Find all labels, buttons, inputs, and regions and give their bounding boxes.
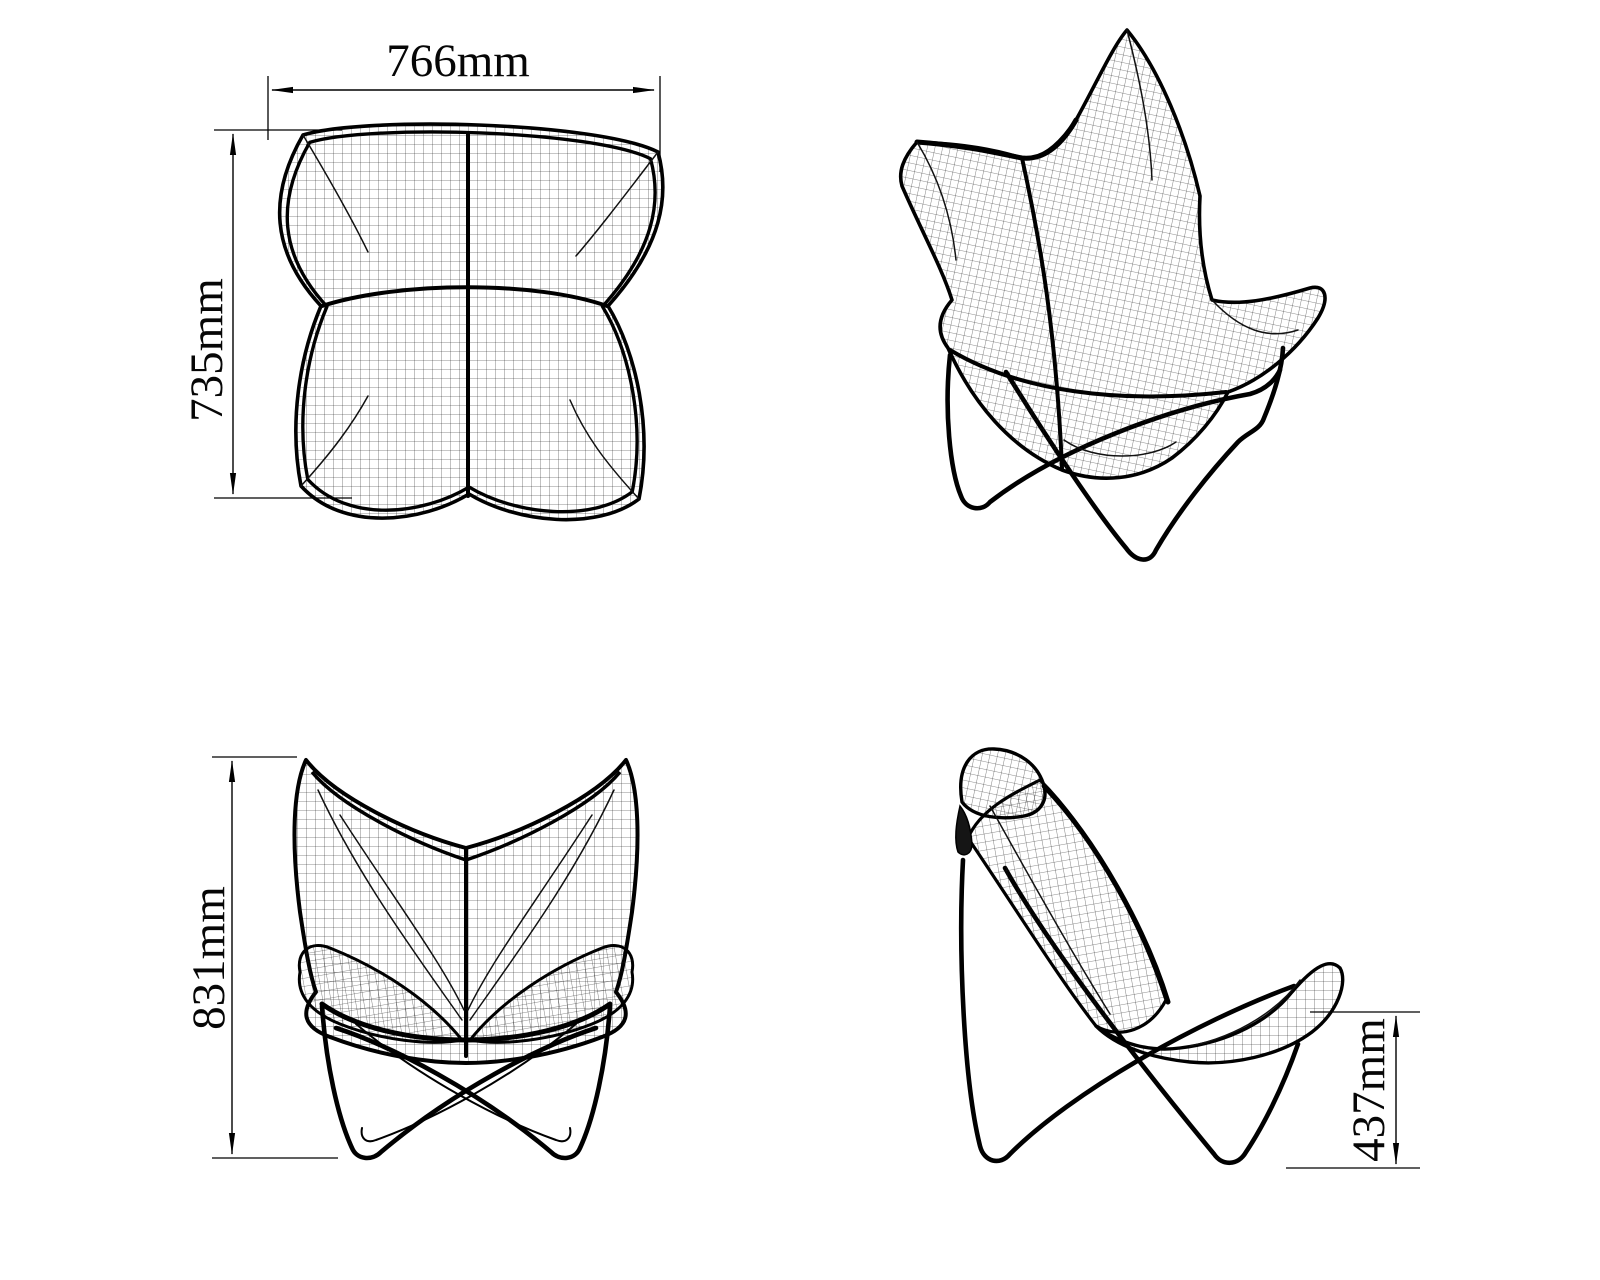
perspective-seat-seam xyxy=(948,348,1228,399)
dimension-seat-height: 437mm xyxy=(1286,1011,1420,1169)
perspective-folds xyxy=(916,29,1299,457)
top-view-fabric-inner-edge xyxy=(285,130,657,514)
dim-label-width: 766mm xyxy=(386,35,530,87)
dimension-width: 766mm xyxy=(267,35,661,172)
perspective-crescent-edge xyxy=(914,117,1079,161)
dimension-depth: 735mm xyxy=(181,129,352,499)
view-perspective xyxy=(898,28,1327,562)
dim-label-seat-height: 437mm xyxy=(1343,1018,1395,1162)
dim-label-depth: 735mm xyxy=(181,278,233,422)
perspective-center-seam xyxy=(1020,156,1064,470)
front-folds xyxy=(317,789,615,1021)
top-view-fabric xyxy=(277,122,665,522)
perspective-leg-frame-left xyxy=(945,352,1283,511)
top-view-corner-folds xyxy=(300,134,659,500)
dim-label-height: 831mm xyxy=(183,886,235,1030)
side-folds xyxy=(989,805,1301,1047)
dimension-height: 831mm xyxy=(183,756,338,1159)
view-side: 437mm xyxy=(955,747,1420,1169)
perspective-fabric xyxy=(898,28,1327,480)
view-top: 766mm 735mm xyxy=(181,35,665,522)
side-headrest-flap xyxy=(955,804,973,856)
side-headrest xyxy=(959,747,1047,820)
side-seat-and-wing xyxy=(1094,962,1345,1065)
front-leg-right xyxy=(333,1003,613,1161)
top-view-cross-seam xyxy=(320,285,609,308)
side-leg-rear xyxy=(958,857,1297,1164)
front-leg-left xyxy=(319,1003,599,1161)
perspective-leg-frame-right xyxy=(1003,345,1286,562)
side-back-edge xyxy=(1041,783,1171,1005)
front-seat-rim xyxy=(319,1001,613,1043)
view-front: 831mm xyxy=(183,756,640,1161)
